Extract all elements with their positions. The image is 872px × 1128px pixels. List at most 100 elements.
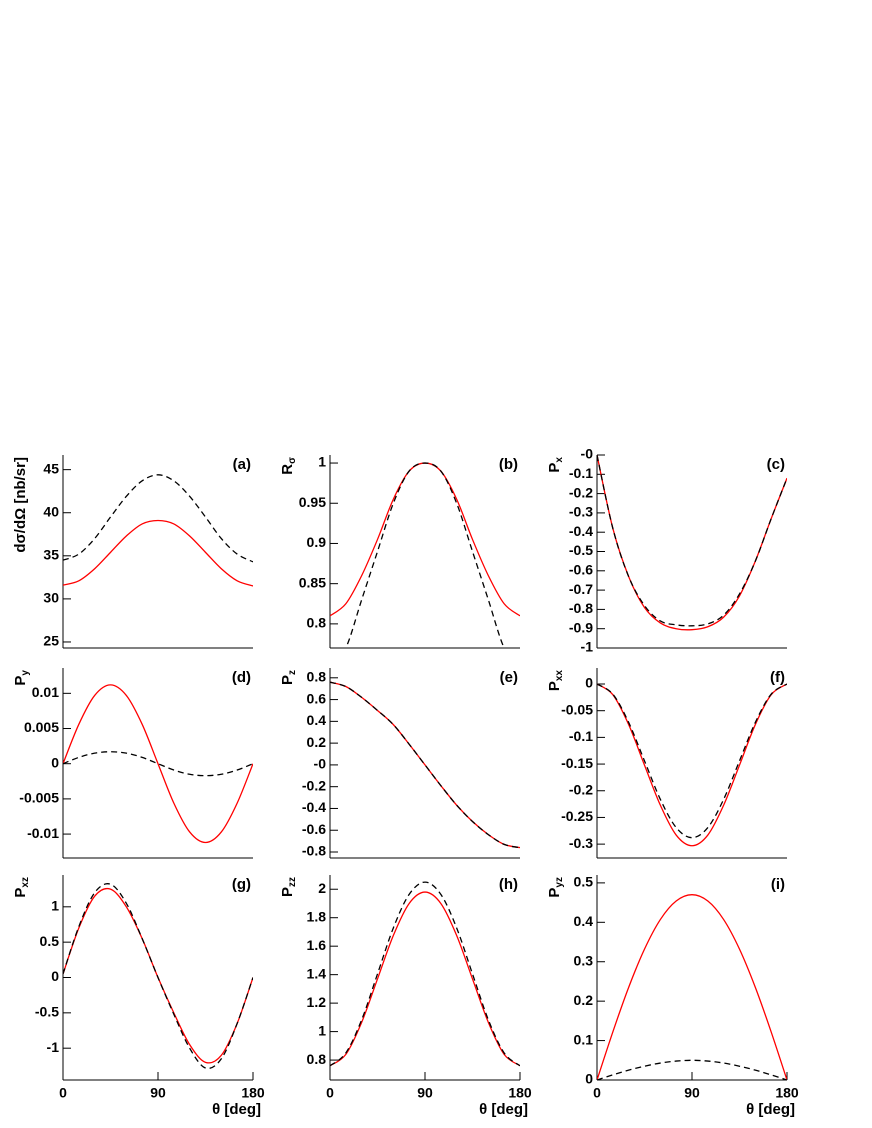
y-tick-label: 0.005 [24, 719, 59, 735]
y-tick-label: 0.6 [307, 690, 327, 706]
y-tick-label: -0.5 [35, 1004, 59, 1020]
y-tick-label: 0.8 [307, 669, 327, 685]
panel-label: (h) [499, 876, 518, 893]
y-tick-label: 0.4 [574, 913, 594, 929]
y-tick-label: 0 [51, 968, 59, 984]
y-tick-label: 0.01 [32, 684, 59, 700]
panel: 0.8 0.6 0.4 0.2 -0 -0.2 -0.4 -0.6 -0.8 Pz (e) [279, 668, 520, 859]
y-axis-label-main: P [546, 463, 563, 473]
y-tick-label: -0.6 [302, 821, 326, 837]
y-tick-label: -0.9 [569, 619, 593, 635]
y-tick-label: 1.2 [307, 994, 327, 1010]
panel-label: (f) [770, 669, 785, 686]
x-tick-label: 90 [417, 1085, 433, 1101]
panel: 0.01 0.005 0 -0.005 -0.01 Py (d) [12, 668, 253, 859]
series-line [330, 681, 520, 849]
series-line [330, 681, 520, 849]
y-axis-label-sub: x [554, 457, 565, 463]
series-line [597, 683, 787, 847]
series-line [330, 891, 520, 1067]
x-tick-label: 90 [150, 1085, 166, 1101]
y-tick-label: 0 [585, 675, 593, 691]
y-axis-label-main: P [12, 888, 29, 898]
y-tick-label: -0.4 [569, 523, 593, 539]
y-axis-label: Pyz [546, 877, 565, 898]
panel-label: (b) [499, 456, 518, 473]
y-tick-label: 0.4 [307, 712, 327, 728]
y-tick-label: 0 [585, 1071, 593, 1087]
series-line [330, 881, 520, 1067]
y-tick-label: -0.7 [569, 581, 593, 597]
y-axis-label: Pzz [279, 877, 298, 897]
y-tick-label: -0.3 [569, 504, 593, 520]
series-line [597, 683, 787, 839]
y-tick-label: -0.1 [569, 728, 593, 744]
y-tick-label: -0.5 [569, 542, 593, 558]
y-axis-label-main: R [279, 464, 296, 475]
y-tick-label: -0.25 [561, 808, 593, 824]
x-tick-label: 90 [684, 1085, 700, 1101]
y-tick-label: 0.95 [299, 494, 326, 510]
y-tick-label: -0.6 [569, 562, 593, 578]
y-tick-label: 0.1 [574, 1031, 594, 1047]
y-tick-label: -0.8 [569, 600, 593, 616]
y-tick-label: 1.8 [307, 908, 327, 924]
y-tick-label: -0.2 [569, 484, 593, 500]
y-tick-label: -0 [581, 446, 594, 462]
y-tick-label: 0 [51, 754, 59, 770]
series-line [63, 751, 253, 777]
y-tick-label: 0.5 [40, 933, 60, 949]
y-tick-label: -0.15 [561, 755, 593, 771]
y-tick-label: 40 [43, 503, 59, 519]
x-axis-label: θ [deg] [746, 1101, 795, 1118]
series-line [63, 883, 253, 1070]
series-line [63, 474, 253, 563]
y-tick-label: 0.5 [574, 874, 594, 890]
x-axis-label: θ [deg] [479, 1101, 528, 1118]
y-tick-label: 1 [318, 454, 326, 470]
y-axis-label: Pxx [546, 670, 565, 692]
y-tick-label: -0.4 [302, 799, 326, 815]
y-tick-label: -0.2 [569, 781, 593, 797]
y-tick-label: -0.8 [302, 843, 326, 859]
panel: -0 -0.1 -0.2 -0.3 -0.4 -0.5 -0.6 -0.7 -0.8 -0.9 -1… [546, 446, 787, 655]
y-tick-label: 0.9 [307, 534, 327, 550]
panel: 0.8 0.85 0.9 0.95 1 Rσ (b) [279, 454, 520, 649]
series-line [63, 519, 253, 587]
y-tick-label: 0.2 [574, 992, 594, 1008]
y-tick-label: 0.8 [307, 1051, 327, 1067]
series-line [597, 894, 787, 1080]
y-axis-label-main: dσ/dΩ [nb/sr] [12, 457, 29, 553]
x-tick-label: 180 [775, 1085, 799, 1101]
y-axis-label-sub: xx [554, 670, 565, 682]
y-tick-label: -0.05 [561, 701, 593, 717]
panel: 1 0.5 0 -0.5 -1 0 90 180 Pxz (g) θ [deg] [12, 875, 265, 1118]
y-tick-label: 35 [43, 547, 59, 563]
y-axis-label-main: P [546, 681, 563, 691]
y-axis-label: Px [546, 457, 565, 473]
y-axis-label-main: P [546, 888, 563, 898]
panel: 0.5 0.4 0.3 0.2 0.1 00 90 180 Pyz (i) θ [deg] [546, 874, 799, 1118]
y-tick-label: 0.85 [299, 574, 326, 590]
panel-label: (a) [233, 456, 251, 473]
x-tick-label: 180 [508, 1085, 532, 1101]
x-tick-label: 180 [241, 1085, 265, 1101]
y-tick-label: -0.01 [27, 825, 59, 841]
panel: 25 30 35 40 45 dσ/dΩ [nb/sr] (a) [12, 455, 253, 649]
panel-label: (c) [767, 456, 785, 473]
panel: 0 -0.05 -0.1 -0.15 -0.2 -0.25 -0.3 Pxx (f) [546, 668, 787, 859]
panel-label: (e) [500, 669, 518, 686]
y-tick-label: 1 [51, 898, 59, 914]
series-line [63, 684, 253, 844]
y-axis-label-sub: σ [287, 457, 298, 464]
panel-label: (d) [232, 669, 251, 686]
panel-label: (g) [232, 876, 251, 893]
y-tick-label: -0.3 [569, 835, 593, 851]
series-line [63, 887, 253, 1064]
y-tick-label: -0.2 [302, 777, 326, 793]
series-line [345, 462, 505, 648]
y-tick-label: 1.6 [307, 937, 327, 953]
x-tick-label: 0 [593, 1085, 601, 1101]
series-line [597, 1059, 787, 1080]
